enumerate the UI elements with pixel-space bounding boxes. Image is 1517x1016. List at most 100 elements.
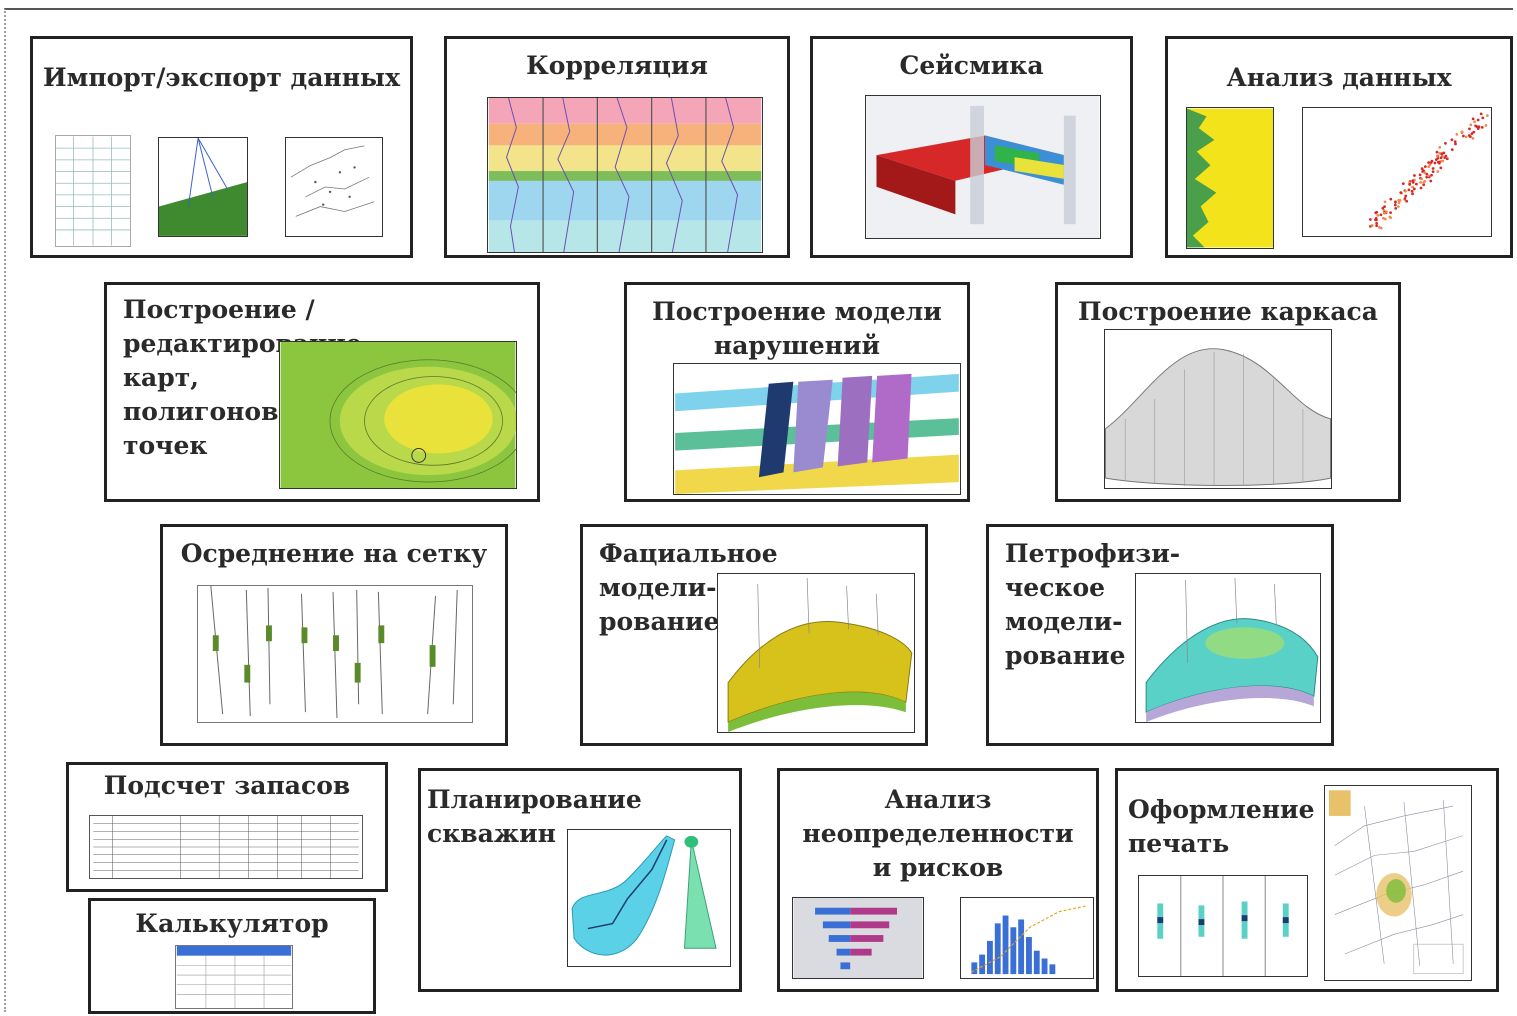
crossplot-point [1450, 148, 1454, 152]
well-profile-thumbnail [158, 137, 248, 237]
crossplot-point [1471, 136, 1475, 140]
import-export-card[interactable]: Импорт/экспорт данных [30, 36, 413, 258]
crossplot-point [1411, 185, 1414, 189]
log-panel-thumbnail [1138, 875, 1308, 977]
histogram-thumbnail [960, 897, 1094, 979]
crossplot-point [1374, 218, 1377, 222]
crossplot-point [1486, 114, 1489, 118]
printing-title: Оформление печать [1128, 795, 1315, 858]
scatter-map-thumbnail [285, 137, 383, 237]
crossplot-point [1437, 160, 1441, 164]
crossplot-point [1415, 182, 1418, 186]
crossplot-point [1440, 152, 1444, 156]
crossplot-point [1453, 140, 1457, 144]
reserves-card[interactable]: Подсчет запасов [66, 762, 388, 892]
seismic-cube-thumbnail [865, 95, 1101, 239]
crossplot-point [1455, 133, 1459, 136]
calculator-title: Калькулятор [135, 909, 329, 938]
crossplot-point [1473, 120, 1476, 124]
crossplot-point [1370, 224, 1374, 228]
uncertainty-title: Анализ неопределенности и рисков [802, 785, 1074, 882]
crossplot-point [1423, 171, 1427, 175]
crossplot-point [1398, 198, 1402, 202]
crossplot-point [1393, 203, 1397, 207]
contour-map-thumbnail [279, 341, 517, 489]
correlation-card[interactable]: Корреляция [444, 36, 790, 258]
crossplot-point [1419, 180, 1422, 184]
crossplot-point [1383, 205, 1386, 209]
crossplot-point [1472, 130, 1476, 134]
print-layout-thumbnail [1324, 785, 1472, 981]
well-trajectory-thumbnail [567, 829, 731, 967]
crossplot-point [1435, 150, 1439, 154]
crossplot-point [1411, 192, 1414, 196]
crossplot-point [1431, 167, 1435, 170]
gridding-card[interactable]: Осреднение на сетку [160, 524, 508, 746]
crossplot-point [1419, 186, 1423, 190]
petrophysics-card[interactable]: Петрофизи- ческое модели- рование [986, 524, 1334, 746]
crossplot-point [1376, 213, 1380, 217]
fault-model-thumbnail [673, 363, 961, 495]
crossplot-point [1423, 165, 1427, 169]
crossplot-point [1444, 154, 1448, 158]
calculator-card[interactable]: Калькулятор [88, 898, 376, 1014]
crossplot-point [1431, 170, 1435, 173]
crossplot-point [1479, 112, 1483, 116]
crossplot-point [1388, 215, 1392, 219]
crossplot-point [1427, 161, 1430, 164]
framework-card[interactable]: Построение каркаса [1055, 282, 1401, 502]
crossplot-point [1379, 213, 1383, 217]
crossplot-point [1445, 157, 1449, 161]
framework-title: Построение каркаса [1078, 297, 1378, 326]
crossplot-point [1369, 218, 1372, 221]
crossplot-point [1408, 182, 1411, 186]
crossplot-point [1484, 124, 1488, 127]
crossplot-point [1434, 158, 1438, 161]
crossplot-point [1438, 151, 1442, 155]
crossplot-point [1469, 123, 1473, 127]
crossplot-point [1422, 181, 1426, 184]
crossplot-point [1397, 201, 1401, 205]
seismic-title: Сейсмика [899, 51, 1044, 80]
maps-card[interactable]: Построение / редактирование карт, полиго… [104, 282, 540, 502]
crossplot-point [1397, 205, 1400, 209]
crossplot-point [1382, 216, 1385, 220]
correlation-title: Корреляция [526, 51, 708, 80]
fault-model-card[interactable]: Построение модели нарушений [624, 282, 970, 502]
crossplot-point [1470, 132, 1474, 135]
crossplot-point [1428, 163, 1432, 167]
data-table-thumbnail [55, 135, 131, 247]
reserves-table-thumbnail [89, 815, 363, 879]
crossplot-point [1375, 224, 1378, 228]
uncertainty-card[interactable]: Анализ неопределенности и рисков [777, 768, 1099, 992]
seismic-card[interactable]: Сейсмика [810, 36, 1133, 258]
crossplot-point [1412, 187, 1416, 191]
facies-card[interactable]: Фациальное модели- рование [580, 524, 928, 746]
crossplot-point [1403, 197, 1407, 200]
crossplot-point [1450, 138, 1454, 142]
crossplot-point [1394, 207, 1398, 210]
structural-framework-thumbnail [1104, 329, 1332, 489]
crossplot-point [1404, 194, 1408, 198]
data-analysis-card[interactable]: Анализ данных [1165, 36, 1513, 258]
crossplot-point [1418, 173, 1422, 177]
petrophysical-model-thumbnail [1135, 573, 1321, 723]
facies-model-thumbnail [717, 573, 915, 733]
crossplot-point [1464, 135, 1468, 139]
printing-card[interactable]: Оформление печать [1115, 768, 1499, 992]
well-planning-card[interactable]: Планирование скважин [418, 768, 742, 992]
crossplot-point [1379, 226, 1383, 230]
crossplot-point [1439, 156, 1443, 160]
crossplot-point [1389, 211, 1392, 214]
crossplot-point [1427, 165, 1431, 169]
crossplot-point [1389, 197, 1393, 201]
crossplot-point [1435, 154, 1439, 158]
log-curve-thumbnail [1186, 107, 1274, 249]
crossplot-point [1394, 200, 1397, 204]
maps-title: Построение / редактирование карт, полиго… [123, 295, 362, 460]
facies-title: Фациальное модели- рование [599, 539, 778, 636]
crossplot-point [1410, 189, 1414, 193]
well-grid-thumbnail [197, 585, 473, 723]
crossplot-point [1407, 188, 1411, 192]
crossplot-point [1429, 161, 1433, 165]
